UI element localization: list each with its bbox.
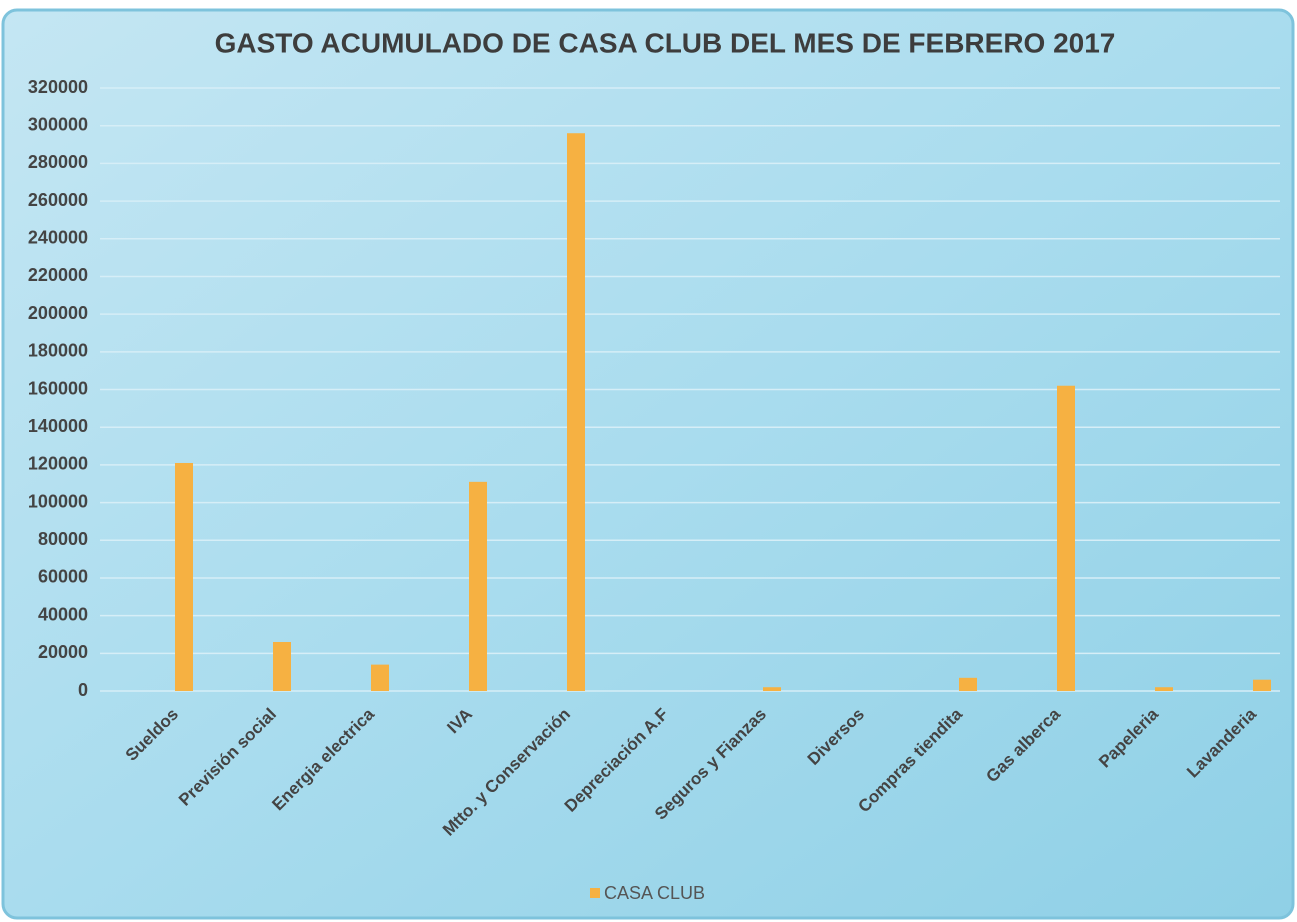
y-tick-label: 180000 [28,341,88,361]
y-tick-label: 160000 [28,378,88,398]
bar [1057,385,1075,691]
bar [273,642,291,691]
y-tick-label: 120000 [28,454,88,474]
y-tick-label: 140000 [28,416,88,436]
y-tick-label: 200000 [28,303,88,323]
y-tick-label: 60000 [38,567,88,587]
bar [1155,687,1173,691]
y-tick-label: 20000 [38,642,88,662]
y-tick-label: 240000 [28,228,88,248]
grid: 0 20000 40000 60000 80000 100000 120000 140000 1… [28,77,1280,700]
bar [371,664,389,691]
y-tick-label: 260000 [28,190,88,210]
plot [175,133,1271,692]
bar [175,462,193,691]
bar [1253,679,1271,691]
bar [567,133,585,692]
legend-label: CASA CLUB [604,883,705,903]
y-tick-label: 220000 [28,265,88,285]
legend-swatch [590,888,600,898]
bar [959,677,977,691]
y-tick-label: 320000 [28,77,88,97]
bar [763,687,781,691]
bar [469,481,487,691]
y-tick-label: 40000 [38,604,88,624]
y-tick-label: 0 [78,680,88,700]
y-tick-label: 100000 [28,491,88,511]
y-tick-label: 300000 [28,114,88,134]
y-tick-label: 280000 [28,152,88,172]
chart-title: GASTO ACUMULADO DE CASA CLUB DEL MES DE … [215,27,1116,58]
y-tick-label: 80000 [38,529,88,549]
